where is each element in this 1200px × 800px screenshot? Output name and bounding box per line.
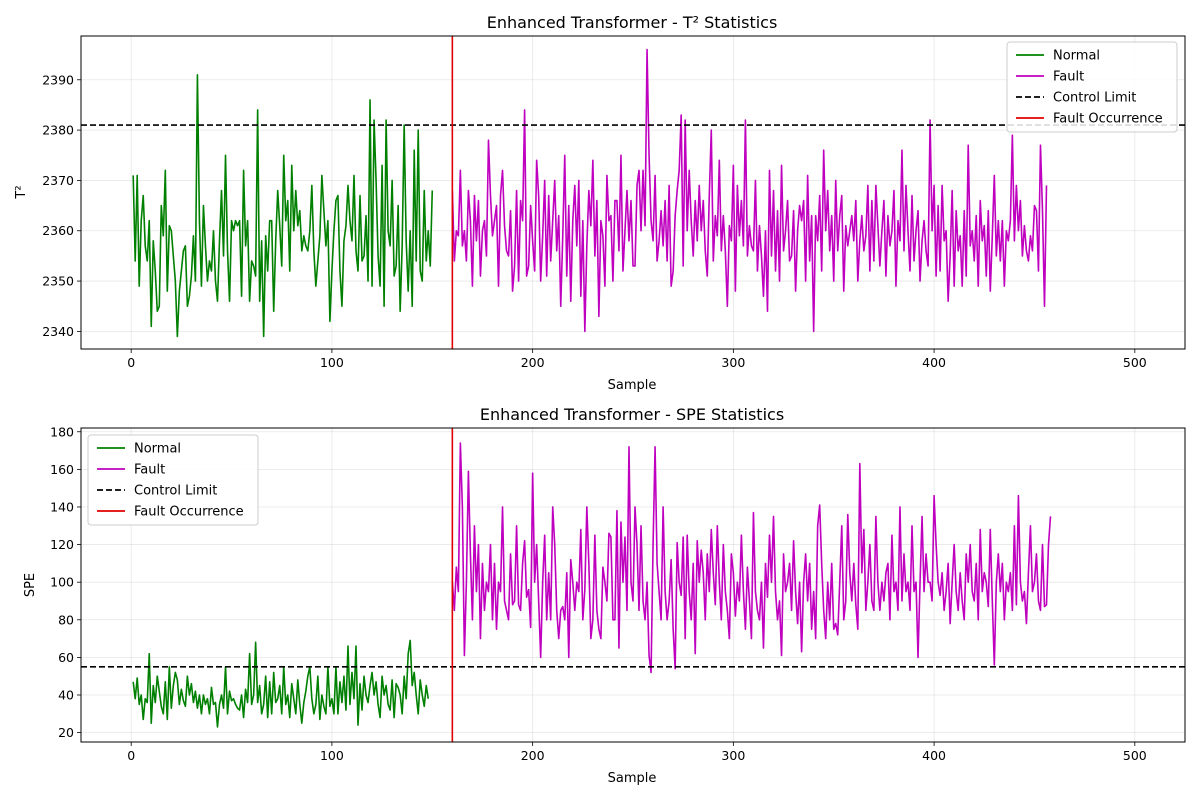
chart-spe-ytick-label-3: 80 [58,612,74,627]
chart-spe-ytick-label-4: 100 [50,575,74,590]
chart-t2-legend-box [1006,41,1178,133]
chart-t2-ytick-label-5: 2390 [42,72,74,87]
chart-spe-ytick-label-0: 20 [58,725,74,740]
chart-t2-ylabel: T² [14,185,29,199]
chart-t2-xtick-label-2: 200 [521,355,545,370]
chart-spe-xtick-label-0: 0 [127,748,135,763]
chart-spe-xlabel: Sample [608,771,657,786]
chart-t2-legend: Normal Fault Control Limit Fault Occurrence [1006,41,1178,133]
chart-t2-xlabel: Sample [608,378,657,393]
chart-t2-plot [81,36,1185,349]
chart-t2-xtick-label-1: 100 [320,355,344,370]
chart-spe-plot [81,428,1185,742]
chart-t2-legend-label-control-limit: Control Limit [1053,91,1136,106]
chart-t2-ytick-label-0: 2340 [42,324,74,339]
chart-t2-xtick-label-5: 500 [1123,355,1147,370]
chart-spe-xtick-label-5: 500 [1123,748,1147,763]
chart-spe-ytick-label-7: 160 [50,462,74,477]
chart-spe-series-fault [451,442,1052,674]
chart-t2-ytick-label-1: 2350 [42,274,74,289]
chart-spe-legend-label-control-limit: Control Limit [134,484,217,499]
chart-spe-ytick-label-5: 120 [50,537,74,552]
chart-spe-legend-label-normal: Normal [134,442,181,457]
chart-spe-xtick-label-1: 100 [320,748,344,763]
chart-t2-ticks: 0 100 200 300 400 500 2340 2350 2360 2370 2380 2390 [42,72,1147,370]
chart-spe-ticks: 0 100 200 300 400 500 20 40 60 80 100 120 140 160 180 [50,424,1147,763]
chart-spe-ylabel: SPE [23,573,38,597]
chart-t2-xtick-label-0: 0 [127,355,135,370]
chart-spe-legend-label-fault-occurrence: Fault Occurrence [134,505,244,520]
chart-t2-xtick-label-3: 300 [721,355,745,370]
chart-t2-title: Enhanced Transformer - T² Statistics [487,13,778,32]
chart-spe-xtick-label-4: 400 [922,748,946,763]
chart-t2-legend-label-normal: Normal [1053,49,1100,64]
chart-spe-ytick-label-6: 140 [50,499,74,514]
chart-spe-legend-label-fault: Fault [134,463,165,478]
chart-t2-legend-label-fault: Fault [1053,70,1084,85]
chart-spe-ytick-label-1: 40 [58,687,74,702]
chart-spe-title: Enhanced Transformer - SPE Statistics [480,405,784,424]
chart-spe-series-normal [132,639,430,728]
chart-spe-ytick-label-2: 60 [58,650,74,665]
chart-t2-ytick-label-4: 2380 [42,123,74,138]
chart-t2-ytick-label-2: 2360 [42,223,74,238]
chart-t2-ytick-label-3: 2370 [42,173,74,188]
chart-t2-series-normal [132,73,434,338]
chart-t2-frame [80,35,1186,350]
chart-spe-frame [80,427,1186,743]
chart-t2-xtick-label-4: 400 [922,355,946,370]
chart-t2-grid [81,36,1185,349]
chart-spe-legend-box [87,434,259,526]
chart-t2-series-fault [451,48,1048,333]
chart-t2-legend-label-fault-occurrence: Fault Occurrence [1053,112,1163,127]
chart-spe-legend: Normal Fault Control Limit Fault Occurrence [87,434,259,526]
chart-spe: Enhanced Transformer - SPE Statistics 0 1… [23,405,1186,786]
chart-spe-ytick-label-8: 180 [50,424,74,439]
chart-spe-xtick-label-2: 200 [521,748,545,763]
chart-spe-xtick-label-3: 300 [721,748,745,763]
chart-spe-grid [81,428,1185,742]
chart-t2: Enhanced Transformer - T² Statistics 0 10… [14,13,1186,393]
